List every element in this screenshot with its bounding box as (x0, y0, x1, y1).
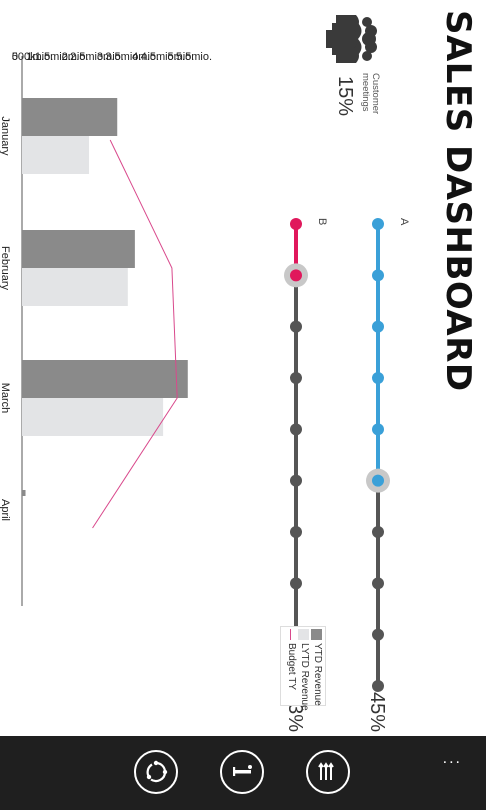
y-tick-label: 2.5mio. (70, 51, 106, 63)
track-node (290, 577, 302, 590)
legend-label-lytd: LYTD Revenue (299, 643, 310, 711)
track-node (290, 526, 302, 538)
y-tick-label: 2mio. (62, 51, 89, 63)
legend-swatch-ytd (311, 629, 322, 640)
legend-swatch-budget (290, 629, 291, 640)
x-tick-label: February (0, 246, 11, 291)
fast-forward-button[interactable] (306, 750, 350, 794)
more-options-button[interactable]: ... (442, 750, 462, 767)
track-current-node (372, 474, 384, 487)
track-node (372, 680, 384, 692)
y-tick-label: 5.5mio. (176, 51, 212, 63)
chart-legend: YTD Revenue LYTD Revenue Budget TY (280, 626, 326, 711)
track-node (290, 474, 302, 487)
bar-ytd (22, 360, 188, 398)
track-node (372, 218, 384, 230)
x-tick-label: April (0, 499, 11, 521)
bar-lytd (22, 398, 164, 436)
legend-label-ytd: YTD Revenue (312, 643, 323, 706)
track-node (372, 423, 384, 436)
y-tick-label: 3mio. (97, 51, 124, 63)
track-node (372, 577, 384, 590)
app-bar: ... (0, 736, 486, 810)
track-node (372, 628, 384, 641)
legend-label-budget: Budget TY (286, 643, 297, 691)
y-tick-label: 4mio. (132, 51, 159, 63)
bar-lytd (22, 136, 90, 174)
fast-forward-icon (318, 762, 334, 780)
people-group-icon (326, 15, 377, 63)
track-node (372, 320, 384, 333)
y-tick-label: 5mio. (167, 51, 194, 63)
track-node (372, 269, 384, 282)
bar-ytd (22, 230, 135, 268)
info-button[interactable] (220, 750, 264, 794)
track-node (372, 372, 384, 384)
bar-ytd (21, 98, 118, 136)
track-current-node (290, 269, 302, 282)
track-node (290, 372, 302, 384)
track-node (290, 423, 302, 436)
track-node (290, 218, 302, 230)
bar-ytd (22, 490, 26, 496)
y-tick-label: 500k (12, 51, 36, 63)
bar-lytd (21, 268, 128, 306)
track-node (290, 320, 302, 333)
y-tick-label: 4.5mio. (141, 51, 177, 63)
y-tick-label: 0 (12, 51, 18, 63)
budget-line (92, 139, 178, 529)
y-tick-label: 1.5mio. (35, 51, 71, 63)
y-tick-label: 1mio. (26, 51, 53, 63)
x-tick-label: March (0, 383, 11, 414)
legend-swatch-lytd (298, 629, 309, 640)
sync-button[interactable] (134, 750, 178, 794)
track-node (372, 526, 384, 538)
y-tick-label: 3.5mio. (105, 51, 141, 63)
x-tick-label: January (0, 116, 11, 156)
sync-icon (146, 760, 168, 783)
info-icon (233, 765, 252, 776)
